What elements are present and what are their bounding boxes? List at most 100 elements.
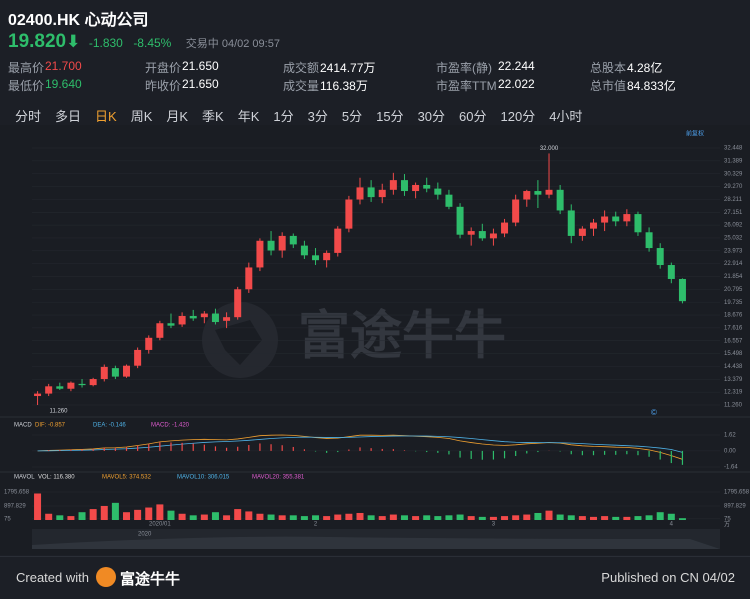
brand-logo: [96, 567, 116, 587]
volume-bar: [612, 516, 620, 520]
stat-label: 成交量: [283, 79, 320, 93]
volume-bar: [256, 513, 264, 520]
macd-bar: [125, 447, 128, 451]
volume-bar: [378, 516, 386, 520]
y-tick-label: 12.319: [724, 390, 743, 396]
volume-bar: [578, 516, 586, 520]
period-tab[interactable]: 60分: [459, 109, 487, 124]
macd-bar: [248, 445, 250, 451]
candle-body: [89, 379, 97, 386]
stat-value: 21.650: [182, 77, 219, 91]
volume-bar: [123, 512, 131, 520]
x-tick-label: 2: [314, 522, 318, 528]
candle-body: [645, 232, 653, 249]
macd-bar: [225, 447, 228, 451]
macd-bar: [314, 450, 317, 452]
period-tab[interactable]: 多日: [55, 109, 82, 124]
volume-bar: [67, 516, 75, 520]
candle-body: [423, 184, 431, 189]
stat-label: 昨收价: [145, 79, 182, 93]
y-tick-label: 25.032: [724, 236, 743, 242]
macd-bar: [370, 448, 372, 451]
candle-body: [67, 382, 75, 389]
period-tab[interactable]: 3分: [307, 109, 328, 124]
y-tick-label: -1.64: [724, 465, 738, 471]
macd-bar: [637, 450, 639, 456]
y-tick-label: 22.914: [724, 261, 743, 267]
legend-entry: DIF: -0.857: [35, 423, 66, 429]
period-tab[interactable]: 分时: [15, 109, 42, 124]
volume-bar: [567, 515, 575, 520]
change: -1.830: [88, 36, 123, 50]
volume-bar: [512, 515, 520, 520]
separator: [0, 556, 750, 557]
macd-bar: [259, 443, 261, 451]
candle-body: [278, 235, 286, 251]
volume-bar: [145, 507, 153, 520]
volume-bar: [523, 514, 531, 520]
navigator-shape: [32, 536, 720, 549]
macd-bar: [592, 450, 595, 456]
candle-body: [678, 278, 686, 302]
price-row: 19.820⬇ -1.830 -8.45% 交易中 04/02 09:57: [8, 31, 280, 53]
period-tab[interactable]: 4小时: [549, 109, 583, 124]
adjust-mode[interactable]: 前复权: [686, 130, 704, 138]
macd-bar: [48, 450, 50, 451]
candle-body: [111, 368, 119, 377]
stat-value: 4.28亿: [627, 61, 663, 75]
change-pct: -8.45%: [133, 36, 172, 50]
period-tab[interactable]: 1分: [273, 109, 294, 124]
macd-bar: [481, 450, 483, 460]
title: 02400.HK 心动公司: [8, 6, 149, 30]
candle-body: [389, 180, 397, 190]
volume-bar: [645, 515, 653, 520]
macd-bar: [359, 447, 361, 451]
candle-body: [345, 199, 353, 229]
y-tick-label: 31.389: [724, 158, 743, 164]
watermark: 富途牛牛: [298, 308, 506, 366]
watermark-logo: [202, 302, 278, 378]
volume-bar: [478, 516, 486, 520]
max-label: 32.000: [540, 146, 559, 152]
volume-bar: [334, 514, 342, 520]
macd-bar: [181, 442, 183, 451]
y-tick-label: 13.379: [724, 377, 743, 383]
candle-body: [334, 228, 342, 253]
period-tab[interactable]: 120分: [500, 109, 536, 124]
volume-bar: [167, 510, 175, 520]
period-tab[interactable]: 季K: [202, 109, 224, 124]
volume-bar: [389, 514, 397, 520]
candle-body: [267, 240, 275, 251]
period-tab[interactable]: 月K: [166, 109, 189, 124]
stat-value: 19.640: [45, 77, 82, 91]
macd-bar: [437, 450, 439, 453]
period-tab[interactable]: 30分: [417, 109, 446, 124]
stat-label: 最低价: [8, 79, 45, 93]
candle-body: [45, 386, 53, 394]
y-tick-label: 1795.658: [724, 490, 750, 496]
volume-bar: [312, 515, 320, 520]
macd-bar: [148, 444, 150, 451]
volume-bar: [245, 511, 253, 520]
period-tab[interactable]: 年K: [237, 109, 260, 124]
period-tab[interactable]: 周K: [130, 109, 153, 124]
chart: 富途牛牛 前复权 © 32.448 31.389 30.329 29.270 28.21…: [0, 125, 750, 555]
period-tab[interactable]: 日K: [95, 109, 117, 124]
info-icon[interactable]: ©: [651, 408, 657, 417]
y-tick-label: 32.448: [724, 146, 743, 152]
volume-bar: [623, 516, 631, 520]
volume-bar: [134, 509, 142, 520]
panel-title: MAVOL: [14, 475, 35, 481]
candle-body: [34, 393, 42, 397]
volume-bar: [300, 516, 308, 520]
period-tab[interactable]: 5分: [341, 109, 363, 124]
volume-bar: [323, 516, 331, 520]
period-tab[interactable]: 15分: [376, 109, 404, 124]
stat-value: 84.833亿: [627, 79, 676, 93]
y-tick-label: 26.092: [724, 223, 743, 229]
created-with: Created with: [16, 570, 89, 585]
candle-body: [312, 255, 320, 261]
volume-bar: [445, 515, 453, 520]
volume-bar: [56, 515, 64, 520]
volume-bar: [456, 514, 464, 520]
